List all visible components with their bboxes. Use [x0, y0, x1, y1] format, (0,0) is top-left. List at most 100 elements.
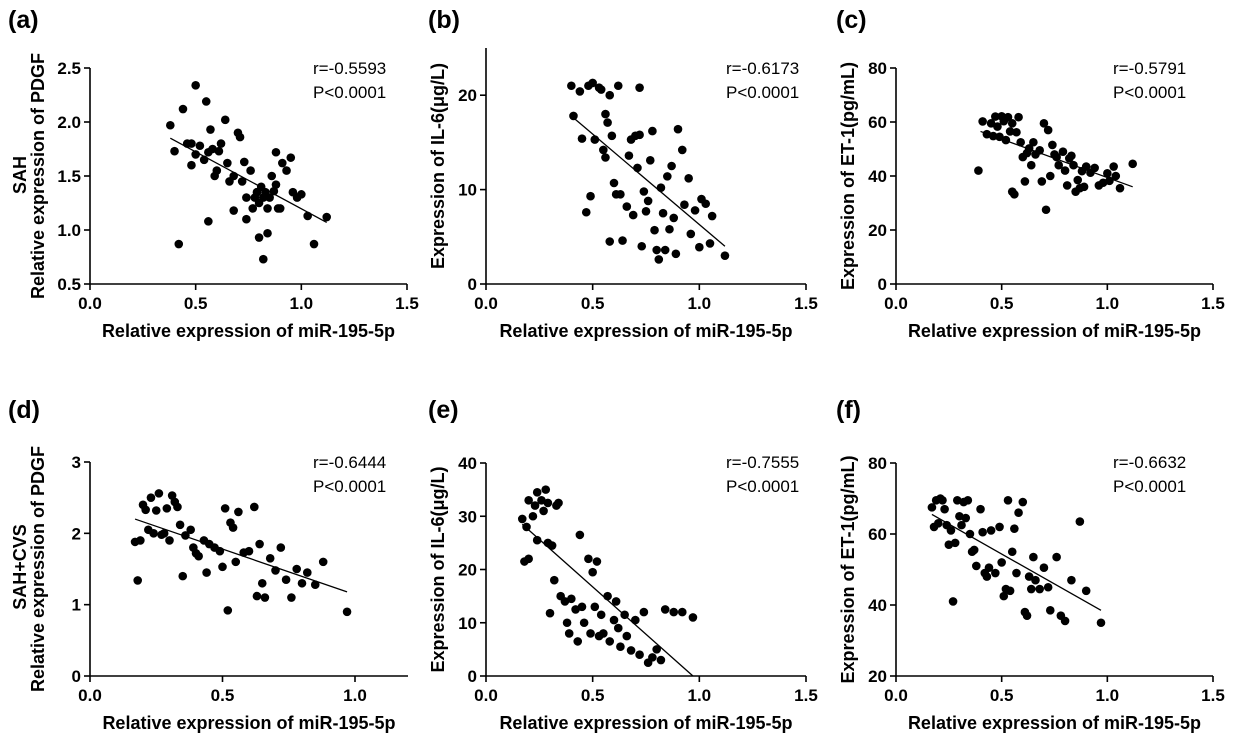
y-tick-label: 2 — [72, 524, 81, 543]
data-point — [229, 206, 239, 215]
data-point — [1052, 552, 1061, 562]
data-point — [204, 217, 213, 226]
data-point — [1115, 183, 1125, 193]
x-axis-title: Relative expression of miR-195-5p — [908, 321, 1201, 341]
data-point — [673, 124, 683, 134]
x-tick-label: 1.5 — [794, 686, 818, 705]
data-point — [178, 104, 188, 114]
data-point — [252, 591, 262, 601]
x-axis-title: Relative expression of miR-195-5p — [499, 713, 792, 733]
data-point — [260, 593, 270, 602]
data-point — [1043, 582, 1053, 592]
data-point — [586, 191, 595, 201]
data-point — [652, 245, 661, 255]
y-tick-label: 20 — [458, 561, 477, 580]
data-point — [609, 178, 619, 188]
data-point — [628, 210, 638, 220]
x-tick-label: 0.5 — [581, 294, 605, 313]
data-point — [948, 597, 958, 606]
data-point — [1007, 547, 1017, 557]
data-point — [596, 85, 606, 94]
data-point — [986, 526, 996, 535]
x-tick-label: 0.5 — [581, 686, 605, 705]
data-point — [963, 495, 973, 505]
x-tick-label: 1.5 — [794, 294, 818, 313]
x-tick-label: 1.0 — [688, 686, 712, 705]
data-point — [613, 81, 623, 91]
data-point — [1035, 146, 1045, 155]
data-point — [575, 87, 585, 96]
x-axis-title: Relative expression of miR-195-5p — [499, 321, 792, 341]
data-point — [609, 615, 619, 625]
data-point — [1079, 182, 1089, 192]
data-point — [1010, 524, 1019, 533]
data-point — [322, 212, 331, 222]
data-point — [246, 166, 255, 175]
data-point — [265, 554, 275, 563]
data-point — [686, 229, 696, 239]
y-tick-label: 80 — [868, 59, 887, 78]
data-point — [191, 150, 200, 159]
chart-panel-6: (f) 0.0 0.5 1.0 1.5 20 40 60 80 Relative expressi… — [836, 396, 1225, 733]
data-point — [635, 83, 644, 92]
data-point — [303, 568, 312, 577]
p-value-text: P<0.0001 — [726, 477, 799, 496]
data-point — [1035, 584, 1045, 594]
data-point — [1109, 162, 1118, 171]
data-point — [202, 568, 211, 577]
data-point — [303, 211, 312, 221]
data-point — [141, 505, 150, 515]
data-point — [658, 208, 668, 218]
data-point — [214, 146, 224, 156]
data-point — [263, 204, 272, 213]
data-point — [530, 501, 540, 510]
data-point — [532, 535, 542, 545]
correlation-r-text: r=-0.6632 — [1113, 453, 1186, 472]
data-point — [1069, 160, 1078, 170]
data-point — [622, 202, 632, 211]
data-point — [1045, 171, 1055, 181]
data-point — [656, 183, 666, 193]
data-point — [235, 132, 245, 142]
data-point — [166, 120, 175, 130]
y-axis-title: Expression of IL-6(μg/L) — [428, 63, 448, 269]
data-point — [969, 545, 979, 555]
data-point — [652, 645, 661, 654]
data-point — [575, 530, 585, 540]
data-point — [541, 485, 551, 494]
data-point — [961, 513, 971, 523]
data-point — [618, 236, 627, 245]
data-point — [1014, 508, 1023, 517]
data-point — [1043, 125, 1053, 135]
data-point — [1105, 176, 1114, 186]
data-point — [592, 557, 602, 566]
chart-panel-5: (e) 0.0 0.5 1.0 1.5 0 10 20 30 40 Relative express… — [428, 396, 818, 733]
data-point — [660, 245, 670, 255]
data-point — [1001, 135, 1011, 145]
data-point — [596, 610, 606, 620]
panel-label: (e) — [428, 396, 459, 424]
data-point — [1007, 119, 1017, 128]
data-point — [524, 495, 533, 505]
data-point — [522, 522, 531, 532]
data-point — [1010, 190, 1019, 199]
data-point — [554, 498, 563, 508]
data-point — [271, 147, 281, 157]
x-tick-label: 0.5 — [990, 686, 1014, 705]
x-tick-label: 0.0 — [78, 294, 102, 313]
data-point — [637, 241, 647, 251]
data-point — [263, 228, 272, 238]
data-point — [611, 597, 621, 606]
x-tick-label: 0.0 — [78, 686, 102, 705]
data-point — [539, 506, 548, 516]
data-point — [206, 125, 215, 134]
y-tick-label: 10 — [458, 614, 477, 633]
data-point — [950, 538, 960, 548]
y-tick-label: 40 — [458, 454, 477, 473]
data-point — [590, 135, 600, 144]
data-point — [278, 158, 287, 168]
data-point — [567, 81, 576, 91]
data-point — [579, 618, 589, 628]
data-point — [1045, 606, 1055, 615]
data-point — [1005, 586, 1015, 596]
